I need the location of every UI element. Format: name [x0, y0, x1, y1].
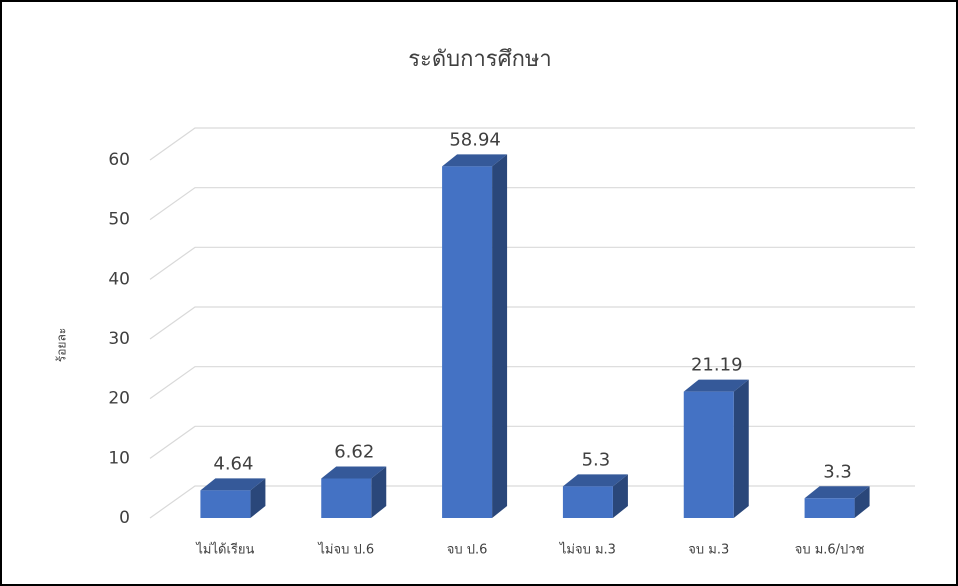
y-axis-label: ร้อยละ	[55, 328, 69, 362]
bar-top	[562, 474, 628, 487]
grid-line	[149, 306, 915, 340]
x-tick-label: จบ ป.6	[447, 543, 488, 558]
grid-line	[149, 127, 915, 161]
bar-top	[442, 154, 508, 167]
bar	[683, 379, 749, 518]
y-tick-label: 30	[108, 329, 130, 349]
grid-line	[149, 366, 915, 400]
bar-front	[321, 478, 372, 518]
y-tick-label: 0	[119, 508, 130, 528]
bar-top	[200, 478, 266, 491]
bar-top	[321, 466, 387, 479]
data-label: 58.94	[449, 129, 501, 150]
bar-side	[492, 154, 508, 519]
bar-top	[804, 486, 870, 499]
data-label: 4.64	[213, 453, 253, 474]
bar	[200, 478, 266, 518]
bar-side	[250, 478, 266, 518]
y-tick-label: 60	[108, 150, 130, 170]
bar	[442, 154, 508, 519]
bar-front	[804, 498, 855, 518]
bar-side	[733, 379, 749, 518]
data-label: 5.3	[582, 449, 611, 470]
x-tick-label: จบ ม.6/ปวช	[795, 543, 865, 558]
bar-side	[371, 466, 387, 518]
chart-title: ระดับการศึกษา	[408, 47, 552, 72]
grid-line	[149, 425, 915, 459]
y-tick-label: 40	[108, 269, 130, 289]
grid-line	[149, 485, 915, 519]
data-label: 6.62	[334, 442, 374, 463]
y-tick-label: 20	[108, 389, 130, 409]
bar-top	[683, 379, 749, 392]
x-tick-label: ไม่ได้เรียน	[195, 542, 254, 558]
y-tick-label: 10	[108, 448, 130, 468]
x-tick-label: ไม่จบ ม.3	[559, 542, 616, 558]
data-label: 21.19	[691, 355, 743, 376]
bar	[562, 474, 628, 518]
bar-front	[562, 486, 613, 518]
bar-side	[612, 474, 628, 518]
x-tick-label: จบ ม.3	[688, 543, 729, 558]
bar-front	[683, 391, 734, 518]
data-label: 3.3	[823, 461, 852, 482]
grid-line	[149, 187, 915, 221]
bar	[321, 466, 387, 518]
bar-front	[200, 490, 251, 518]
y-tick-label: 50	[108, 210, 130, 230]
bar	[804, 486, 870, 518]
bar-side	[854, 486, 870, 518]
x-tick-label: ไม่จบ ป.6	[317, 542, 374, 558]
grid-line	[149, 246, 915, 280]
bar-front	[442, 166, 493, 519]
